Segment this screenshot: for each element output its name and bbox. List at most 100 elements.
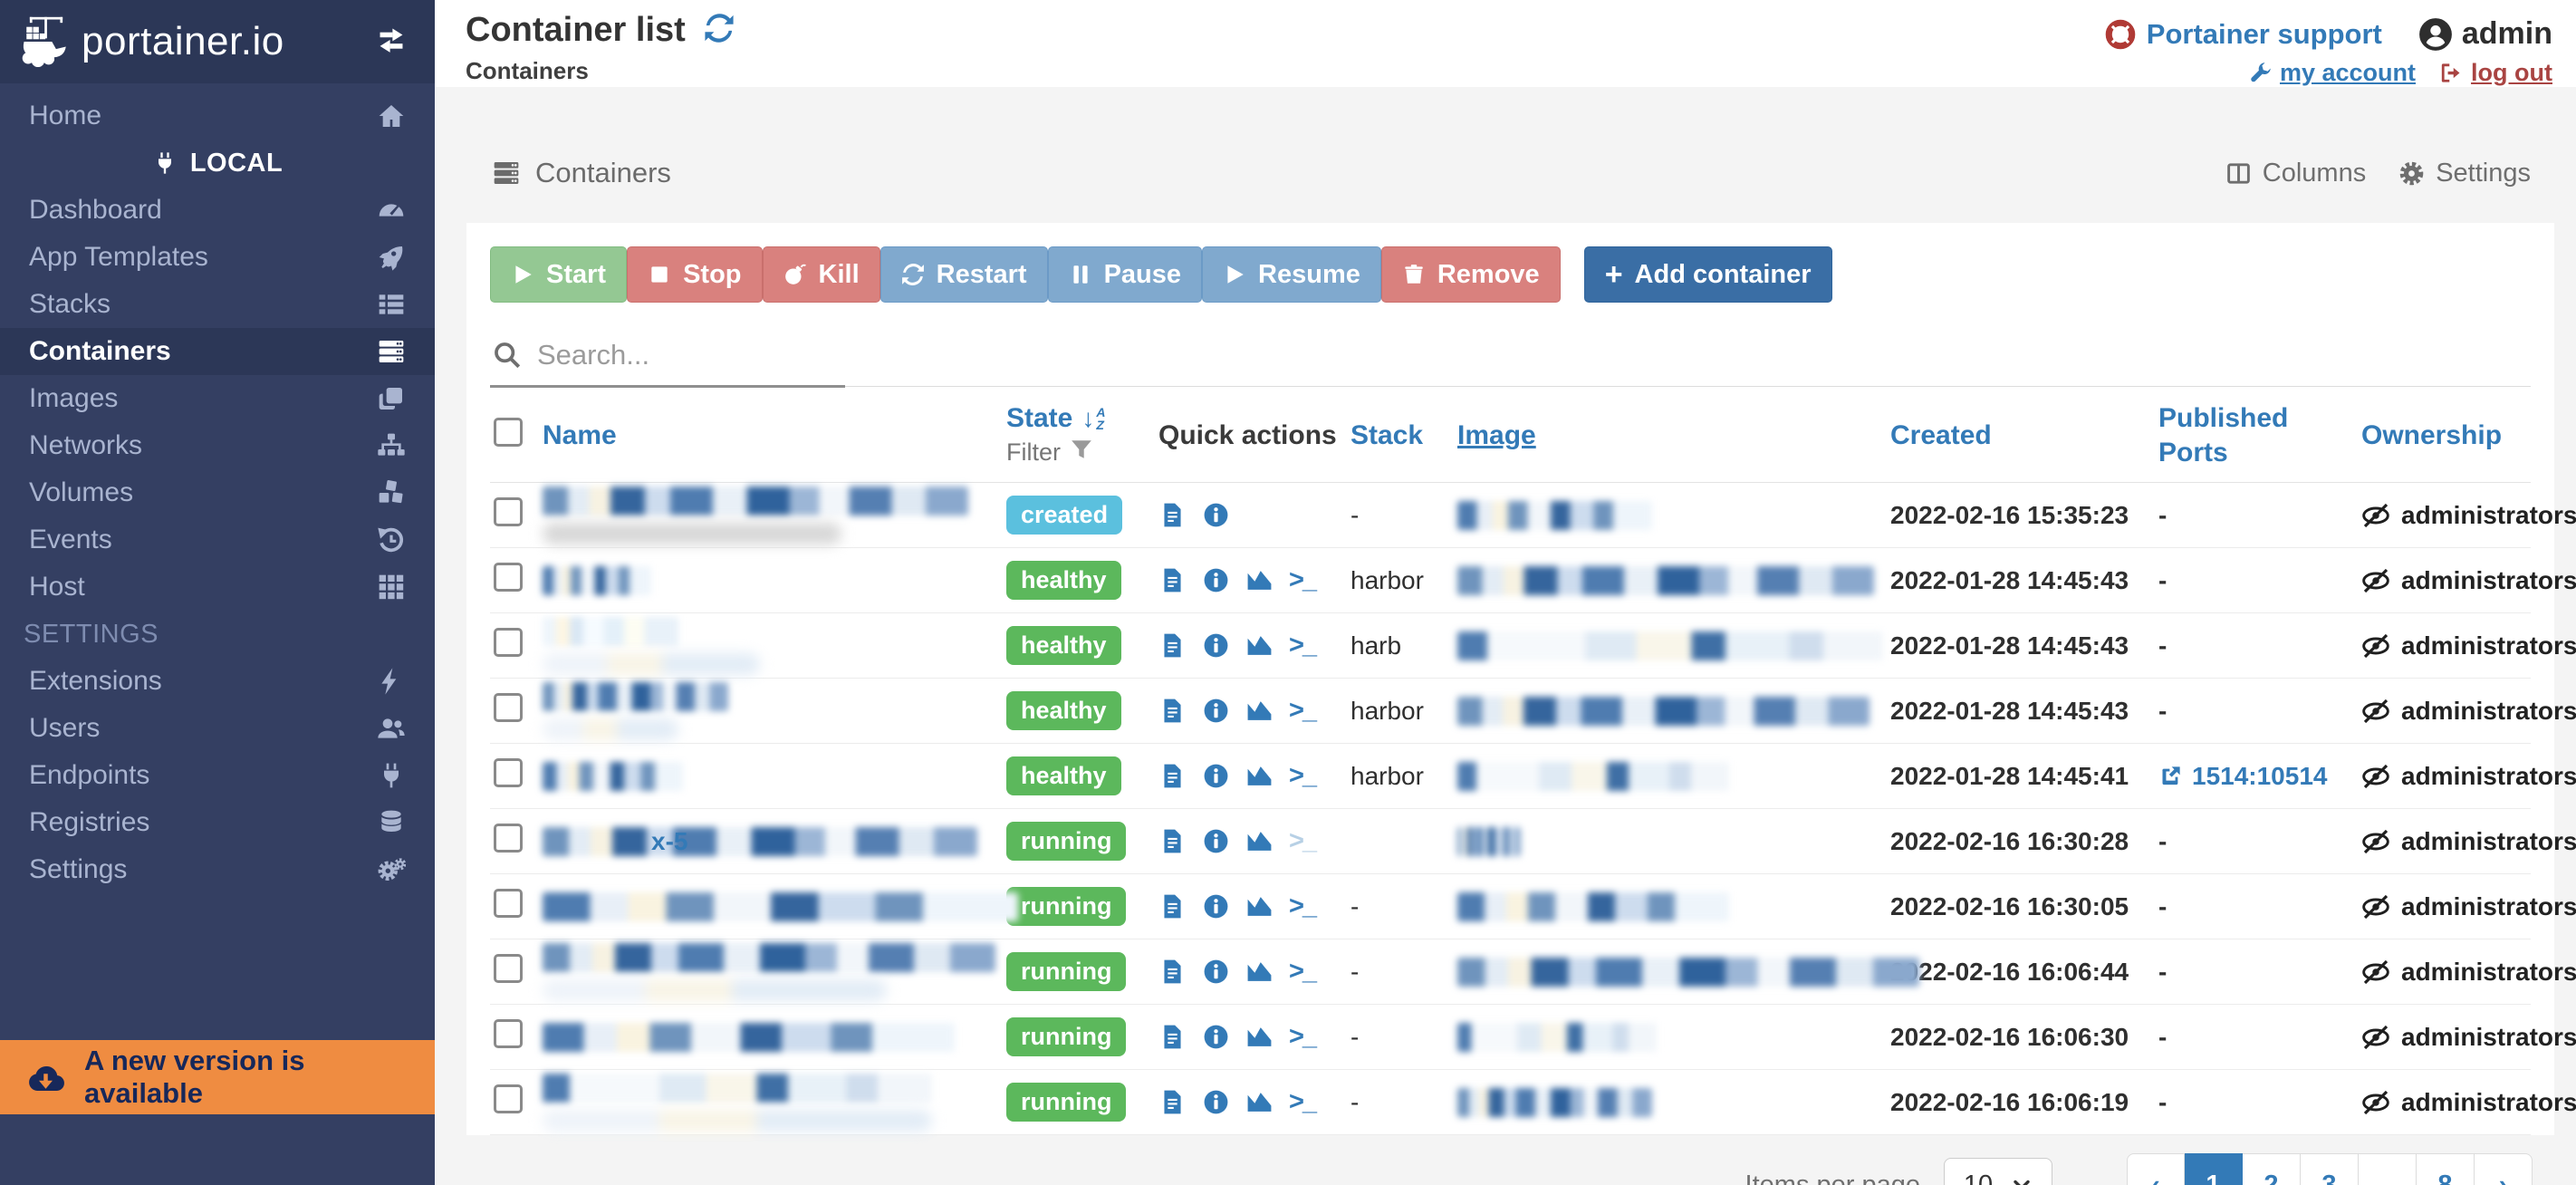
- redacted-image-name[interactable]: [1457, 1087, 1652, 1117]
- pagination-prev[interactable]: ‹: [2127, 1153, 2185, 1185]
- sidebar-item-volumes[interactable]: Volumes: [0, 469, 435, 516]
- resume-button[interactable]: Resume: [1202, 246, 1381, 303]
- logs-icon[interactable]: [1158, 501, 1187, 529]
- sidebar-item-app-templates[interactable]: App Templates: [0, 234, 435, 281]
- redacted-image-name[interactable]: [1457, 957, 1919, 987]
- console-icon[interactable]: >_: [1289, 826, 1317, 855]
- columns-button[interactable]: Columns: [2225, 159, 2366, 188]
- redacted-container-name[interactable]: [543, 761, 683, 791]
- logs-icon[interactable]: [1158, 631, 1187, 660]
- redacted-container-name[interactable]: [543, 681, 728, 711]
- redacted-container-name[interactable]: [543, 1022, 955, 1052]
- stats-icon[interactable]: [1245, 1088, 1274, 1116]
- stats-icon[interactable]: [1245, 566, 1274, 594]
- column-header-stack[interactable]: Stack: [1350, 419, 1424, 450]
- add-container-button[interactable]: + Add container: [1583, 246, 1832, 303]
- inspect-icon[interactable]: [1202, 631, 1230, 660]
- my-account-link[interactable]: my account: [2248, 59, 2416, 87]
- start-button[interactable]: Start: [490, 246, 628, 303]
- redacted-container-name[interactable]: [543, 486, 968, 515]
- row-checkbox[interactable]: [494, 693, 523, 722]
- row-checkbox[interactable]: [494, 758, 523, 787]
- sidebar-item-events[interactable]: Events: [0, 516, 435, 564]
- refresh-icon[interactable]: [704, 13, 735, 48]
- logs-icon[interactable]: [1158, 697, 1187, 725]
- restart-button[interactable]: Restart: [879, 246, 1048, 303]
- column-header-state[interactable]: State ↓ A Z Filter: [1006, 403, 1158, 467]
- sidebar-item-users[interactable]: Users: [0, 705, 435, 752]
- redacted-container-name[interactable]: [543, 616, 678, 646]
- column-header-created[interactable]: Created: [1890, 419, 1992, 450]
- published-port-link[interactable]: 1514:10514: [2158, 762, 2361, 791]
- inspect-icon[interactable]: [1202, 697, 1230, 725]
- redacted-container-name[interactable]: [543, 565, 651, 595]
- redacted-image-name[interactable]: [1457, 631, 1883, 660]
- sidebar-item-extensions[interactable]: Extensions: [0, 658, 435, 705]
- select-all-checkbox[interactable]: [494, 417, 523, 447]
- row-checkbox[interactable]: [494, 563, 523, 592]
- new-version-banner[interactable]: A new version is available: [0, 1040, 435, 1114]
- console-icon[interactable]: >_: [1289, 1087, 1317, 1116]
- inspect-icon[interactable]: [1202, 501, 1230, 529]
- column-header-name[interactable]: Name: [543, 419, 617, 450]
- redacted-container-name[interactable]: [543, 942, 995, 972]
- row-checkbox[interactable]: [494, 889, 523, 918]
- row-checkbox[interactable]: [494, 497, 523, 526]
- sidebar-item-home[interactable]: Home: [0, 92, 435, 140]
- redacted-image-name[interactable]: [1457, 826, 1521, 856]
- inspect-icon[interactable]: [1202, 958, 1230, 986]
- sidebar-item-images[interactable]: Images: [0, 375, 435, 422]
- state-filter[interactable]: Filter: [1006, 438, 1158, 467]
- redacted-image-name[interactable]: [1457, 891, 1729, 921]
- sidebar-item-containers[interactable]: Containers: [0, 328, 435, 375]
- column-header-published-ports[interactable]: Published Ports: [2158, 403, 2289, 467]
- logs-icon[interactable]: [1158, 566, 1187, 594]
- logs-icon[interactable]: [1158, 1088, 1187, 1116]
- column-header-ownership[interactable]: Ownership: [2361, 419, 2503, 450]
- sidebar-collapse-button[interactable]: [375, 24, 408, 61]
- console-icon[interactable]: >_: [1289, 696, 1317, 725]
- console-icon[interactable]: >_: [1289, 565, 1317, 594]
- stats-icon[interactable]: [1245, 1023, 1274, 1051]
- logs-icon[interactable]: [1158, 827, 1187, 855]
- stats-icon[interactable]: [1245, 958, 1274, 986]
- sidebar-item-host[interactable]: Host: [0, 564, 435, 611]
- stats-icon[interactable]: [1245, 892, 1274, 920]
- inspect-icon[interactable]: [1202, 1023, 1230, 1051]
- row-checkbox[interactable]: [494, 824, 523, 853]
- stats-icon[interactable]: [1245, 762, 1274, 790]
- search-input[interactable]: [537, 339, 1352, 371]
- logs-icon[interactable]: [1158, 762, 1187, 790]
- redacted-container-name[interactable]: [543, 826, 977, 856]
- column-header-image[interactable]: Image: [1457, 419, 1536, 450]
- inspect-icon[interactable]: [1202, 892, 1230, 920]
- inspect-icon[interactable]: [1202, 566, 1230, 594]
- redacted-image-name[interactable]: [1457, 565, 1874, 595]
- pagination-ellipsis[interactable]: ...: [2359, 1153, 2417, 1185]
- logs-icon[interactable]: [1158, 1023, 1187, 1051]
- row-checkbox[interactable]: [494, 628, 523, 657]
- stats-icon[interactable]: [1245, 827, 1274, 855]
- pagination-next[interactable]: ›: [2475, 1153, 2533, 1185]
- redacted-image-name[interactable]: [1457, 696, 1870, 726]
- redacted-image-name[interactable]: [1457, 1022, 1657, 1052]
- portainer-logo[interactable]: portainer.io: [20, 16, 284, 67]
- inspect-icon[interactable]: [1202, 827, 1230, 855]
- row-checkbox[interactable]: [494, 1084, 523, 1113]
- inspect-icon[interactable]: [1202, 762, 1230, 790]
- logs-icon[interactable]: [1158, 958, 1187, 986]
- sidebar-item-registries[interactable]: Registries: [0, 799, 435, 846]
- pagination-page-8[interactable]: 8: [2417, 1153, 2475, 1185]
- redacted-container-name[interactable]: [543, 891, 1018, 921]
- sidebar-item-dashboard[interactable]: Dashboard: [0, 187, 435, 234]
- pagination-page-1[interactable]: 1: [2185, 1153, 2243, 1185]
- console-icon[interactable]: >_: [1289, 957, 1317, 986]
- redacted-image-name[interactable]: [1457, 500, 1652, 530]
- stop-button[interactable]: Stop: [627, 246, 763, 303]
- portainer-support-link[interactable]: Portainer support: [2105, 18, 2382, 51]
- kill-button[interactable]: Kill: [762, 246, 880, 303]
- sidebar-item-settings[interactable]: Settings: [0, 846, 435, 893]
- stats-icon[interactable]: [1245, 697, 1274, 725]
- console-icon[interactable]: >_: [1289, 631, 1317, 660]
- table-settings-button[interactable]: Settings: [2398, 159, 2531, 188]
